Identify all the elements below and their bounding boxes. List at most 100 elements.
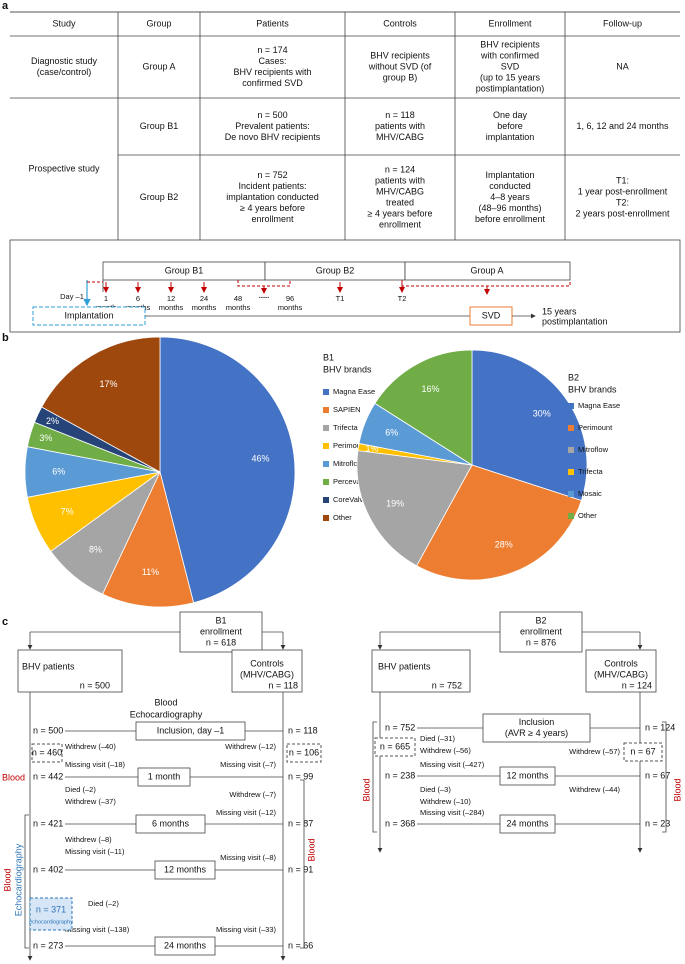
legend-label: CoreValve [333, 495, 367, 504]
side-label: Blood [2, 868, 12, 891]
legend-label: Perceval [333, 477, 363, 486]
note: Withdrew (–12) [225, 742, 276, 751]
enrollment-label: B2 [535, 615, 546, 625]
legend-label: Perimount [333, 441, 368, 450]
table-cell: implantation conducted [226, 192, 319, 202]
value-label: 1% [366, 444, 379, 454]
legend-title: B2 [568, 372, 579, 382]
table-header: Study [52, 18, 76, 28]
time-label: months [159, 303, 184, 312]
table-cell: One day [493, 110, 528, 120]
value-label: 19% [386, 499, 404, 509]
legend-label: Mosaic [578, 489, 602, 498]
count: n = 752 [385, 722, 415, 732]
value-label: 7% [61, 507, 74, 517]
table-header: Follow-up [603, 18, 642, 28]
value-label: 8% [89, 544, 102, 554]
legend-swatch [323, 407, 329, 413]
note: Withdrew (–57) [569, 747, 620, 756]
panel-label: a [2, 0, 9, 12]
table-header: Enrollment [488, 18, 532, 28]
table-cell: n = 752 [257, 170, 287, 180]
table-cell: NA [616, 61, 629, 71]
side-label: Blood [306, 838, 316, 861]
panel-label: b [2, 332, 9, 344]
group-box [371, 649, 471, 693]
time-label: months [226, 303, 251, 312]
highlight-box [286, 743, 322, 763]
table-cell: with confirmed [480, 50, 539, 60]
value-label: 6% [385, 428, 398, 438]
table-cell: ≥ 4 years before [240, 203, 305, 213]
step-box [135, 814, 206, 834]
legend-swatch [323, 389, 329, 395]
enrollment-box [179, 611, 263, 653]
bracket [401, 280, 571, 287]
time-label: 48 [234, 294, 242, 303]
step-label: (AVR ≥ 4 years) [505, 728, 568, 738]
value-label: 30% [533, 409, 551, 419]
time-label: 6 [136, 294, 140, 303]
count: n = 371 [36, 904, 66, 914]
group-label: Group B2 [316, 265, 355, 275]
side-label: Echocardiography [13, 843, 23, 916]
note: Missing visit (–284) [420, 808, 485, 817]
note: Missing visit (–138) [65, 925, 130, 934]
table-cell: BHV recipients [370, 50, 430, 60]
table-cell: (up to 15 years [480, 72, 541, 82]
group-count: n = 118 [268, 680, 298, 690]
count: n = 460 [32, 747, 62, 757]
group-label: Group B1 [165, 265, 204, 275]
legend-swatch [568, 469, 574, 475]
time-label: 96 [286, 294, 294, 303]
bracket [300, 779, 305, 949]
table-cell: enrollment [251, 214, 294, 224]
time-label: T2 [398, 294, 407, 303]
note: Withdrew (–10) [420, 797, 471, 806]
table-cell: Prevalent patients: [235, 121, 310, 131]
table-cell: n = 124 [385, 164, 415, 174]
count: n = 665 [380, 741, 410, 751]
legend-label: Other [578, 511, 597, 520]
note: Died (–31) [420, 734, 456, 743]
table-cell: Diagnostic study [31, 56, 98, 66]
enrollment-label: n = 876 [526, 637, 556, 647]
legend-title: BHV brands [323, 364, 372, 374]
table-cell: before enrollment [475, 214, 546, 224]
legend-label: Other [333, 513, 352, 522]
enrollment-label: n = 618 [206, 637, 236, 647]
pie-slice [356, 450, 473, 567]
legend-label: Mitroflow [333, 459, 364, 468]
legend-label: Mitroflow [578, 445, 609, 454]
table-cell: Prospective study [28, 163, 100, 173]
step-label: 12 months [506, 770, 549, 780]
time-label: 12 [167, 294, 175, 303]
time-label: months [278, 303, 303, 312]
table-cell: before [497, 121, 523, 131]
group-box [404, 261, 571, 281]
count: n = 402 [33, 864, 63, 874]
table-cell: n = 500 [257, 110, 287, 120]
step-label: 6 months [152, 818, 190, 828]
table-header: Patients [256, 18, 289, 28]
group-label: BHV patients [22, 661, 75, 671]
value-label: 11% [142, 567, 159, 577]
count: n = 66 [288, 940, 313, 950]
table-cell: Cases: [258, 56, 286, 66]
value-label: 3% [39, 433, 52, 443]
value-label: 17% [99, 379, 117, 389]
measure-label: Blood [154, 697, 177, 707]
legend-swatch [323, 515, 329, 521]
legend-label: Trifecta [333, 423, 359, 432]
side-label: Blood [2, 772, 25, 782]
group-box [585, 649, 657, 693]
table-cell: BHV recipients with [233, 67, 311, 77]
step-label: 12 months [164, 864, 207, 874]
group-box [17, 649, 123, 693]
note: Missing visit (–11) [65, 847, 125, 856]
highlight-box [374, 737, 416, 757]
note: Missing visit (–12) [216, 808, 277, 817]
pie-slice [374, 349, 473, 466]
